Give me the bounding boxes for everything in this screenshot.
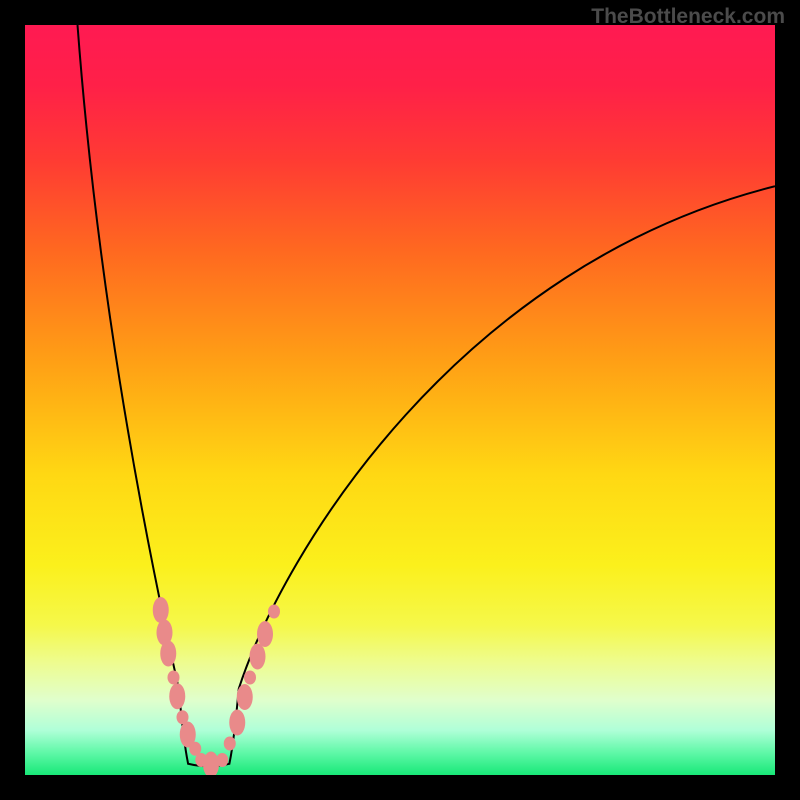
- marker-point: [257, 621, 273, 647]
- marker-point: [153, 597, 169, 623]
- watermark-text: TheBottleneck.com: [591, 5, 785, 29]
- chart-svg: [25, 25, 775, 775]
- marker-point: [160, 641, 176, 667]
- marker-point: [268, 605, 280, 619]
- marker-point: [216, 753, 228, 767]
- marker-point: [237, 684, 253, 710]
- gradient-background: [25, 25, 775, 775]
- plot-area: [25, 25, 775, 775]
- marker-point: [229, 710, 245, 736]
- marker-point: [168, 671, 180, 685]
- marker-point: [250, 644, 266, 670]
- chart-frame: TheBottleneck.com: [0, 0, 800, 800]
- marker-point: [244, 671, 256, 685]
- marker-point: [169, 683, 185, 709]
- marker-point: [224, 737, 236, 751]
